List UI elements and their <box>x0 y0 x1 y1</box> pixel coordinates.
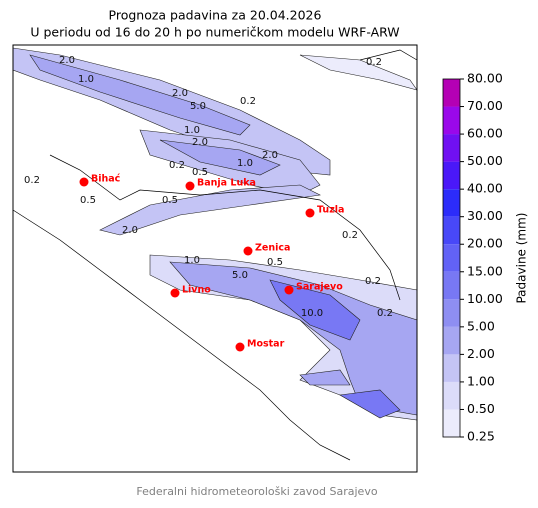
city-marker <box>185 181 195 191</box>
contour-label: 10.0 <box>301 308 323 319</box>
contour-label: 0.5 <box>80 195 96 206</box>
city-label: Banja Luka <box>197 178 256 189</box>
city-label: Sarajevo <box>296 282 343 293</box>
colorbar-band <box>443 354 460 382</box>
footer: Federalni hidrometeorološki zavod Saraje… <box>136 485 377 498</box>
city-marker <box>284 285 294 295</box>
map-area <box>12 44 418 473</box>
contour-label: 0.2 <box>240 96 256 107</box>
cities: Bihać Banja Luka Tuzla Zenica Livno Sarajevo M… <box>79 174 344 352</box>
colorbar-tick-label: 50.00 <box>467 153 503 168</box>
city-marker <box>243 246 253 256</box>
contour-label: 1.0 <box>78 74 94 85</box>
city-marker <box>170 288 180 298</box>
colorbar-tick-label: 1.00 <box>467 373 495 388</box>
colorbar-tick-label: 2.00 <box>467 346 495 361</box>
colorbar-tick-label: 0.25 <box>467 429 495 444</box>
title: Prognoza padavina za 20.04.2026 <box>109 8 322 23</box>
contour-label: 5.0 <box>232 270 248 281</box>
contour-label: 0.2 <box>169 160 185 171</box>
colorbar-tick-label: 30.00 <box>467 208 503 223</box>
contour-label: 2.0 <box>192 137 208 148</box>
colorbar-tick-label: 10.00 <box>467 291 503 306</box>
colorbar-tick-label: 15.00 <box>467 263 503 278</box>
city-label: Tuzla <box>317 205 344 216</box>
colorbar-band <box>443 409 460 437</box>
colorbar-band <box>443 161 460 190</box>
contour-labels: 2.01.00.50.22.05.0 0.21.02.00.20.51.02.00… <box>24 55 393 319</box>
subtitle: U periodu od 16 do 20 h po numeričkom mo… <box>30 25 399 40</box>
city-label: Livno <box>182 285 211 296</box>
city-marker <box>305 208 315 218</box>
colorbar: 0.25 0.50 1.00 2.00 5.00 10.00 15.00 20.00 30.00… <box>442 71 503 444</box>
colorbar-tick-label: 60.00 <box>467 126 503 141</box>
colorbar-tick-label: 70.00 <box>467 98 503 113</box>
city-marker <box>235 342 245 352</box>
contour-label: 0.5 <box>162 195 178 206</box>
city-label: Mostar <box>247 339 285 350</box>
contour-label: 1.0 <box>184 255 200 266</box>
contour-label: 0.2 <box>366 57 382 68</box>
colorbar-band <box>443 134 460 162</box>
contour-label: 2.0 <box>122 225 138 236</box>
contour-label: 0.2 <box>342 230 358 241</box>
contour-label: 2.0 <box>262 150 278 161</box>
colorbar-band <box>443 271 460 300</box>
contour-label: 2.0 <box>59 55 75 66</box>
contour-label: 0.2 <box>24 175 40 186</box>
contour-label: 2.0 <box>172 88 188 99</box>
contour-label: 0.5 <box>267 257 283 268</box>
colorbar-tick-label: 0.50 <box>467 401 495 416</box>
colorbar-frame <box>442 78 461 438</box>
contour-label: 0.5 <box>192 167 208 178</box>
colorbar-band <box>443 106 460 135</box>
colorbar-band <box>443 216 460 245</box>
colorbar-band <box>443 244 460 272</box>
colorbar-tick-label: 80.00 <box>467 71 503 86</box>
colorbar-band <box>443 299 460 327</box>
colorbar-tick-label: 40.00 <box>467 181 503 196</box>
colorbar-band <box>443 381 460 410</box>
colorbar-band <box>443 189 460 217</box>
contour-label: 0.2 <box>377 308 393 319</box>
colorbar-band <box>443 79 460 107</box>
city-label: Zenica <box>255 243 290 254</box>
colorbar-band <box>443 326 460 355</box>
contour-label: 0.2 <box>365 276 381 287</box>
contour-label: 1.0 <box>184 125 200 136</box>
city-marker <box>79 177 89 187</box>
colorbar-tick-label: 20.00 <box>467 236 503 251</box>
colorbar-label: Padavine (mm) <box>515 212 529 303</box>
city-label: Bihać <box>91 174 121 185</box>
contour-label: 5.0 <box>190 101 206 112</box>
colorbar-tick-label: 5.00 <box>467 318 495 333</box>
contour-label: 1.0 <box>237 158 253 169</box>
